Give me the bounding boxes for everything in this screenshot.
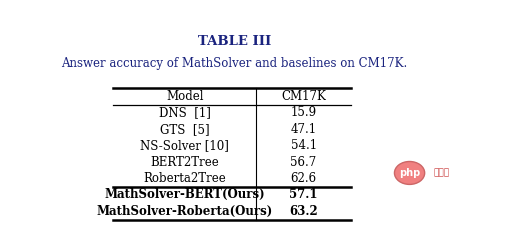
Text: CM17K: CM17K: [281, 90, 326, 103]
Text: 62.6: 62.6: [291, 172, 317, 185]
Text: Answer accuracy of MathSolver and baselines on CM17K.: Answer accuracy of MathSolver and baseli…: [61, 57, 407, 71]
Text: GTS  [5]: GTS [5]: [160, 123, 210, 136]
Text: BERT2Tree: BERT2Tree: [150, 156, 219, 169]
Text: Model: Model: [166, 90, 203, 103]
Text: DNS  [1]: DNS [1]: [159, 106, 211, 119]
Text: MathSolver-Roberta(Ours): MathSolver-Roberta(Ours): [97, 205, 273, 218]
Text: 57.1: 57.1: [289, 188, 318, 201]
Text: php: php: [399, 168, 420, 178]
Text: 56.7: 56.7: [291, 156, 317, 169]
Text: Roberta2Tree: Roberta2Tree: [144, 172, 226, 185]
Text: 47.1: 47.1: [291, 123, 317, 136]
Text: 中文网: 中文网: [434, 169, 450, 177]
Text: MathSolver-BERT(Ours): MathSolver-BERT(Ours): [105, 188, 265, 201]
Ellipse shape: [395, 161, 425, 184]
Text: NS-Solver [10]: NS-Solver [10]: [140, 139, 229, 152]
Text: TABLE III: TABLE III: [198, 35, 271, 48]
Text: 15.9: 15.9: [291, 106, 317, 119]
Text: 63.2: 63.2: [289, 205, 318, 218]
Text: 54.1: 54.1: [291, 139, 317, 152]
